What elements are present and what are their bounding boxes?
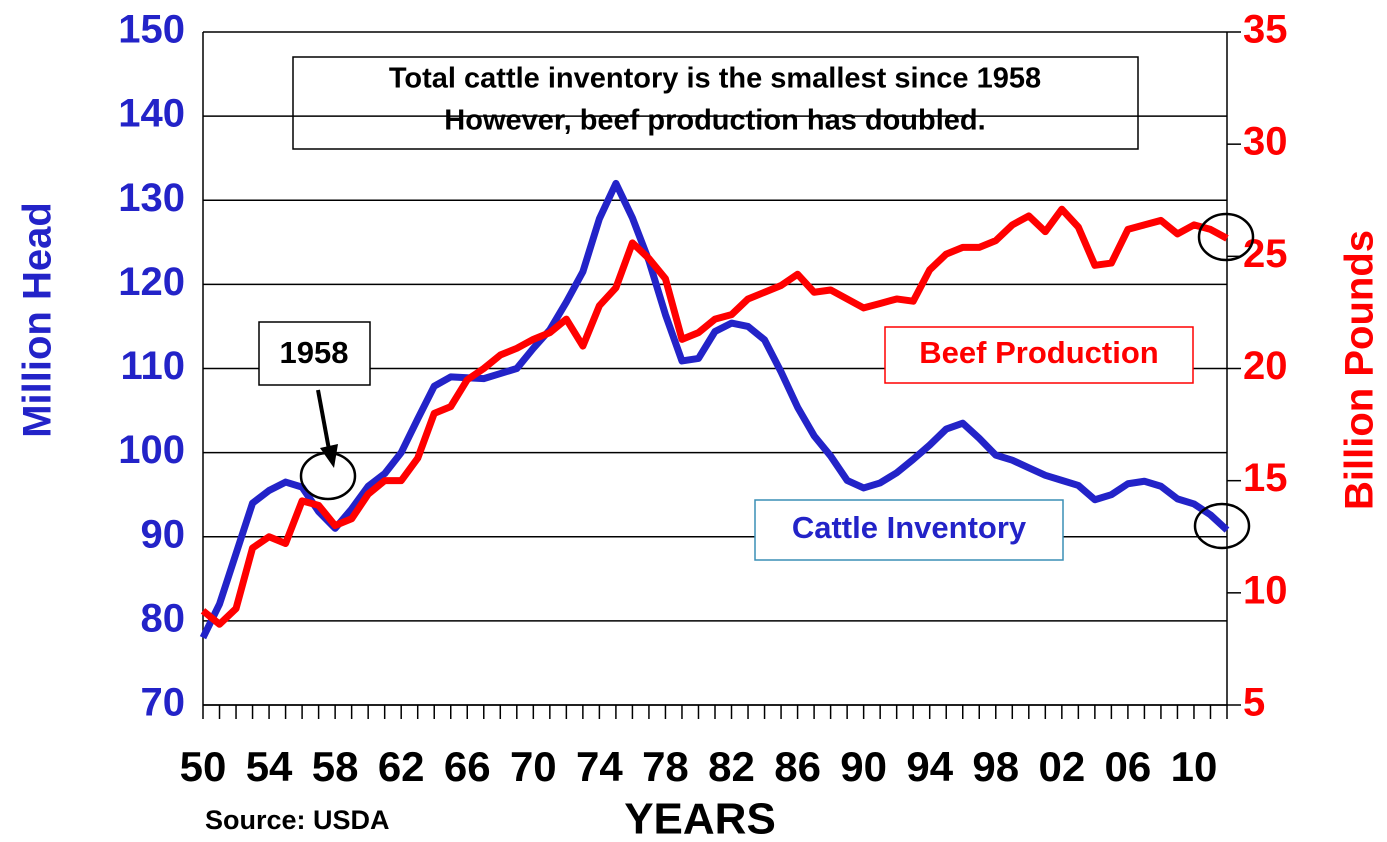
y2-tick-label: 20 bbox=[1243, 344, 1288, 388]
x-tick-label: 70 bbox=[510, 743, 557, 790]
legend-label: Cattle Inventory bbox=[792, 510, 1027, 545]
x-tick-label: 98 bbox=[972, 743, 1019, 790]
highlight-circle bbox=[1197, 212, 1255, 262]
highlight-circle bbox=[299, 451, 357, 501]
x-tick-label: 02 bbox=[1038, 743, 1085, 790]
arrow bbox=[316, 389, 332, 456]
x-tick-label: 78 bbox=[642, 743, 689, 790]
y-tick-label: 70 bbox=[141, 681, 186, 725]
y-tick-label: 90 bbox=[141, 512, 186, 556]
y2-tick-label: 10 bbox=[1243, 568, 1288, 612]
annotation-box bbox=[258, 321, 371, 386]
y2-tick-label: 30 bbox=[1243, 120, 1288, 164]
y2-tick-label: 15 bbox=[1243, 456, 1288, 500]
x-tick-label: 06 bbox=[1105, 743, 1152, 790]
y2-tick-label: 5 bbox=[1243, 681, 1265, 725]
title-box bbox=[292, 56, 1139, 150]
x-tick-label: 50 bbox=[180, 743, 227, 790]
x-tick-label: 86 bbox=[774, 743, 821, 790]
y2-tick-label: 25 bbox=[1243, 232, 1288, 276]
y-tick-label: 150 bbox=[118, 8, 185, 52]
legend-label: Beef Production bbox=[919, 335, 1158, 370]
legend-box bbox=[754, 499, 1064, 561]
series-line bbox=[200, 205, 1229, 628]
x-axis-label: YEARS bbox=[624, 795, 776, 842]
y-axis-label: Million Head bbox=[16, 202, 60, 438]
y-tick-label: 80 bbox=[141, 596, 186, 640]
x-tick-label: 82 bbox=[708, 743, 755, 790]
x-tick-label: 66 bbox=[444, 743, 491, 790]
series-line bbox=[199, 179, 1230, 640]
x-tick-label: 62 bbox=[378, 743, 425, 790]
x-tick-label: 94 bbox=[906, 743, 953, 790]
y-tick-label: 110 bbox=[120, 344, 185, 388]
y-tick-label: 130 bbox=[118, 176, 185, 220]
x-tick-label: 90 bbox=[840, 743, 887, 790]
x-tick-label: 58 bbox=[312, 743, 359, 790]
highlight-circle bbox=[1193, 502, 1251, 550]
y-tick-label: 140 bbox=[118, 92, 185, 136]
y2-tick-label: 35 bbox=[1243, 8, 1288, 52]
source: Source: USDA bbox=[205, 805, 390, 835]
x-tick-label: 54 bbox=[246, 743, 293, 790]
y-tick-label: 120 bbox=[118, 260, 185, 304]
y2-axis-label: Billion Pounds bbox=[1338, 230, 1382, 510]
chart-title: Total cattle inventory is the smallest s… bbox=[389, 63, 1041, 95]
legend-box bbox=[884, 326, 1194, 384]
chart-title: However, beef production has doubled. bbox=[444, 105, 985, 137]
x-tick-label: 74 bbox=[576, 743, 623, 790]
y-tick-label: 100 bbox=[118, 428, 185, 472]
arrowhead bbox=[320, 444, 338, 468]
x-tick-label: 10 bbox=[1171, 743, 1218, 790]
annotation: 1958 bbox=[280, 335, 349, 370]
